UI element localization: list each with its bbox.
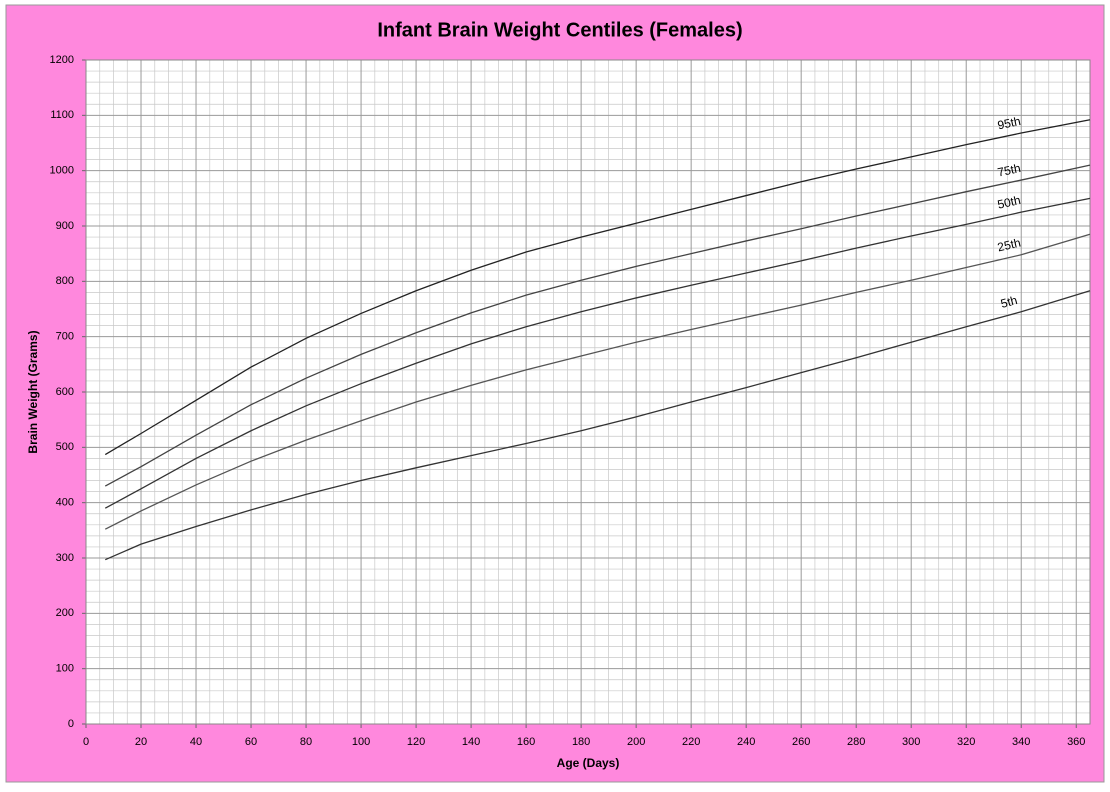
x-tick-label: 220 (682, 736, 700, 748)
y-tick-label: 0 (68, 718, 74, 730)
centile-label: 95th (996, 114, 1022, 133)
x-tick-label: 60 (245, 736, 257, 748)
x-tick-label: 80 (300, 736, 312, 748)
x-tick-label: 280 (847, 736, 865, 748)
y-tick-label: 100 (56, 663, 74, 675)
x-tick-label: 360 (1067, 736, 1085, 748)
y-tick-label: 500 (56, 441, 74, 453)
x-tick-label: 200 (627, 736, 645, 748)
x-tick-label: 260 (792, 736, 810, 748)
x-axis-label: Age (Days) (557, 756, 620, 770)
y-tick-label: 400 (56, 497, 74, 509)
x-tick-label: 160 (517, 736, 535, 748)
y-tick-label: 600 (56, 386, 74, 398)
x-tick-label: 100 (352, 736, 370, 748)
y-tick-label: 1000 (50, 165, 74, 177)
centile-line (104, 197, 1091, 509)
centile-line (104, 233, 1091, 530)
centile-line (104, 119, 1091, 456)
x-tick-label: 0 (83, 736, 89, 748)
x-tick-label: 40 (190, 736, 202, 748)
x-tick-label: 340 (1012, 736, 1030, 748)
y-tick-label: 800 (56, 275, 74, 287)
centile-line (104, 164, 1091, 487)
x-tick-label: 240 (737, 736, 755, 748)
y-axis-label: Brain Weight (Grams) (26, 330, 40, 453)
centile-label: 75th (996, 161, 1022, 180)
plot-border (85, 59, 1091, 725)
x-tick-label: 140 (462, 736, 480, 748)
centile-line (104, 290, 1091, 561)
x-tick-label: 320 (957, 736, 975, 748)
x-tick-label: 20 (135, 736, 147, 748)
centile-label: 25th (996, 236, 1022, 255)
x-tick-label: 120 (407, 736, 425, 748)
y-tick-label: 900 (56, 220, 74, 232)
y-tick-label: 200 (56, 607, 74, 619)
chart-title: Infant Brain Weight Centiles (Females) (377, 19, 742, 41)
x-tick-label: 300 (902, 736, 920, 748)
x-tick-label: 180 (572, 736, 590, 748)
y-tick-label: 700 (56, 331, 74, 343)
y-tick-label: 300 (56, 552, 74, 564)
y-tick-label: 1200 (50, 54, 74, 66)
y-tick-label: 1100 (50, 109, 74, 121)
centile-label: 5th (999, 293, 1019, 311)
centile-label: 50th (996, 193, 1022, 212)
